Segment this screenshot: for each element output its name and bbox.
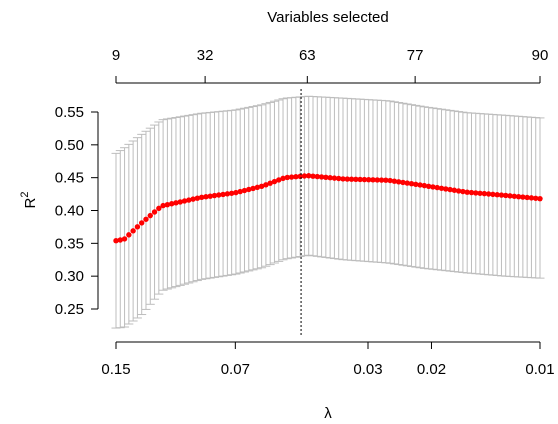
- y-tick-label: 0.55: [55, 104, 84, 121]
- data-point: [126, 232, 131, 237]
- top-tick-label: 77: [407, 47, 424, 64]
- y-tick-label: 0.25: [55, 301, 84, 318]
- data-point: [122, 236, 127, 241]
- data-points: [113, 173, 542, 243]
- y-tick-label: 0.30: [55, 268, 84, 285]
- data-point: [537, 196, 542, 201]
- data-point: [130, 228, 135, 233]
- y-axis: 0.25 0.30 0.35 0.40 0.45 0.50 0.55: [55, 104, 98, 318]
- y-tick-label: 0.35: [55, 235, 84, 252]
- top-tick-label: 32: [197, 47, 214, 64]
- data-point: [143, 217, 148, 222]
- y-tick-label: 0.40: [55, 203, 84, 220]
- top-tick-label: 63: [299, 47, 316, 64]
- x-axis: 0.15 0.07 0.03 0.02 0.01: [101, 342, 554, 378]
- y-tick-label: 0.45: [55, 170, 84, 187]
- x-tick-label: 0.02: [417, 361, 446, 378]
- top-tick-label: 90: [532, 47, 549, 64]
- y-axis-title: R2: [19, 192, 39, 209]
- y-tick-label: 0.50: [55, 137, 84, 154]
- data-point: [139, 220, 144, 225]
- x-tick-label: 0.01: [525, 361, 554, 378]
- top-axis-title: Variables selected: [267, 9, 388, 26]
- x-axis-title: λ: [324, 405, 332, 422]
- x-tick-label: 0.15: [101, 361, 130, 378]
- top-axis: 9 32 63 77 90: [112, 47, 549, 83]
- top-tick-label: 9: [112, 47, 120, 64]
- data-point: [148, 213, 153, 218]
- error-bars: [112, 96, 545, 328]
- data-point: [135, 224, 140, 229]
- data-point: [152, 209, 157, 214]
- x-tick-label: 0.03: [353, 361, 382, 378]
- y-axis-title-superscript: 2: [19, 192, 31, 198]
- x-tick-label: 0.07: [221, 361, 250, 378]
